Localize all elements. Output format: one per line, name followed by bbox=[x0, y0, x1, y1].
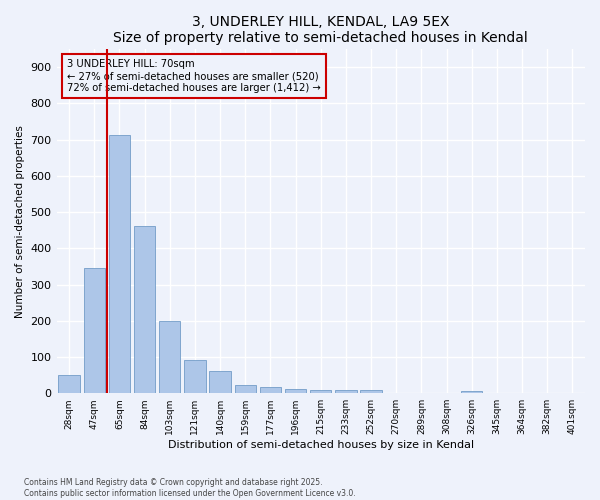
Bar bbox=[335, 390, 356, 393]
Bar bbox=[58, 375, 80, 393]
Bar bbox=[285, 388, 307, 393]
Bar bbox=[310, 390, 331, 393]
Bar bbox=[235, 385, 256, 393]
Bar bbox=[134, 226, 155, 393]
Bar bbox=[184, 360, 206, 393]
Bar bbox=[361, 390, 382, 393]
Bar bbox=[461, 390, 482, 393]
Text: 3 UNDERLEY HILL: 70sqm
← 27% of semi-detached houses are smaller (520)
72% of se: 3 UNDERLEY HILL: 70sqm ← 27% of semi-det… bbox=[67, 60, 321, 92]
Bar bbox=[260, 386, 281, 393]
Bar bbox=[159, 322, 181, 393]
Bar bbox=[83, 268, 105, 393]
Bar bbox=[109, 136, 130, 393]
Title: 3, UNDERLEY HILL, KENDAL, LA9 5EX
Size of property relative to semi-detached hou: 3, UNDERLEY HILL, KENDAL, LA9 5EX Size o… bbox=[113, 15, 528, 45]
Bar bbox=[209, 371, 231, 393]
X-axis label: Distribution of semi-detached houses by size in Kendal: Distribution of semi-detached houses by … bbox=[168, 440, 474, 450]
Text: Contains HM Land Registry data © Crown copyright and database right 2025.
Contai: Contains HM Land Registry data © Crown c… bbox=[24, 478, 356, 498]
Y-axis label: Number of semi-detached properties: Number of semi-detached properties bbox=[15, 124, 25, 318]
